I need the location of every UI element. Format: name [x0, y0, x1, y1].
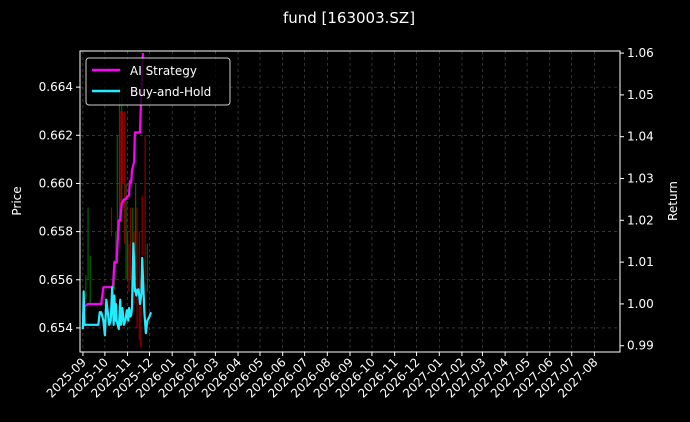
y-right-tick-label: 1.00 [627, 297, 654, 311]
legend-label-buy-and-hold: Buy-and-Hold [130, 85, 211, 99]
legend-box [85, 57, 231, 106]
y-right-tick-label: 1.03 [627, 172, 654, 186]
candles [83, 87, 148, 348]
y-right-tick-label: 1.04 [627, 130, 654, 144]
y-axis-left-title: Price [10, 186, 24, 215]
y-left-tick-label: 0.662 [39, 128, 73, 142]
y-left-tick-label: 0.664 [39, 80, 73, 94]
y-right-tick-label: 1.05 [627, 88, 654, 102]
y-axis-right-title: Return [666, 181, 680, 221]
y-right-tick-label: 0.99 [627, 339, 654, 353]
y-axis-right: 0.99 1.00 1.01 1.02 1.03 1.04 1.05 1.06 [620, 46, 654, 353]
y-left-tick-label: 0.658 [39, 225, 73, 239]
y-right-tick-label: 1.01 [627, 255, 654, 269]
y-left-tick-label: 0.656 [39, 273, 73, 287]
y-axis-left: 0.654 0.656 0.658 0.660 0.662 0.664 [39, 80, 80, 335]
y-right-tick-label: 1.06 [627, 46, 654, 60]
y-right-tick-label: 1.02 [627, 213, 654, 227]
series-lines [81, 53, 153, 337]
y-left-tick-label: 0.660 [39, 176, 73, 190]
legend: AI Strategy Buy-and-Hold [85, 57, 231, 106]
series-line-buy-and-hold [81, 242, 153, 337]
series-line-ai-strategy [81, 53, 145, 330]
y-left-tick-label: 0.654 [39, 321, 73, 335]
legend-label-ai-strategy: AI Strategy [130, 64, 197, 78]
chart-title: fund [163003.SZ] [283, 9, 415, 27]
